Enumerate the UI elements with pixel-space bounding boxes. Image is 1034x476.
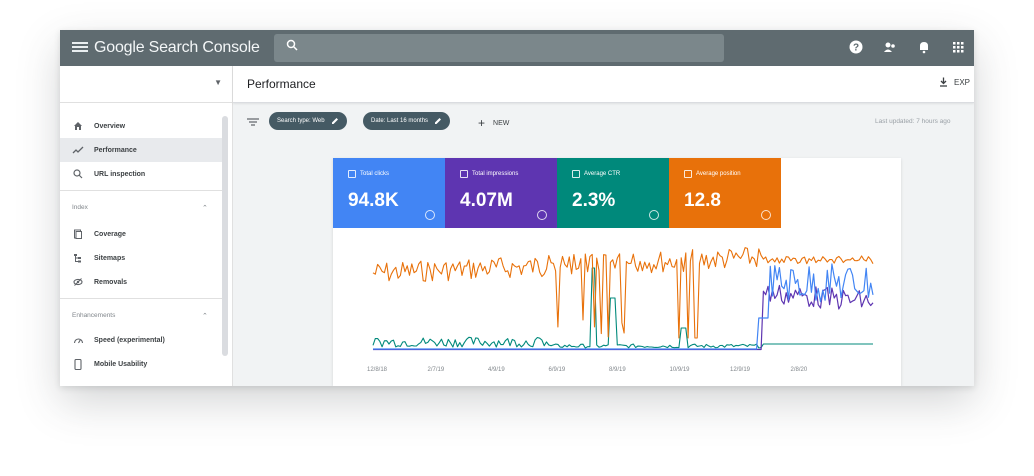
sidebar-item-coverage[interactable]: Coverage [60,222,222,246]
plus-icon: + [478,116,486,130]
section-header-index[interactable]: Index ⌃ [72,204,208,212]
removals-icon [72,276,84,288]
sitemaps-icon [72,252,84,264]
sidebar-item-overview[interactable]: Overview [60,114,222,138]
page-title: Performance [247,77,316,91]
x-axis-tick-label: 4/9/19 [488,367,505,373]
sidebar-scrollbar[interactable] [222,116,228,356]
export-button[interactable]: EXP [939,77,970,87]
svg-text:?: ? [853,43,859,54]
sidebar-item-label: Removals [94,278,128,286]
sidebar-item-label: Mobile Usability [94,360,148,368]
checkbox-icon [684,170,692,178]
checkbox-icon [348,170,356,178]
ctr-series-line [372,267,873,349]
app-window: Google Search Console ? ▼ Overview Perfo… [60,30,974,386]
users-icon[interactable] [882,39,898,55]
help-icon[interactable] [537,210,547,220]
new-label: NEW [493,119,510,127]
x-axis-tick-label: 2/7/19 [428,367,445,373]
sidebar-item-label: Coverage [94,230,126,238]
section-header-enhancements[interactable]: Enhancements ⌃ [72,312,208,320]
sidebar-item-label: Overview [94,122,126,130]
help-icon[interactable]: ? [848,39,864,55]
chevron-up-icon: ⌃ [202,313,208,320]
performance-chart-card: Total clicks 94.8K Total impressions 4.0… [333,158,901,386]
sidebar-item-sitemaps[interactable]: Sitemaps [60,246,222,270]
new-filter-button[interactable]: + NEW [478,116,509,130]
sidebar-item-label: URL inspection [94,170,146,178]
x-axis-tick-label: 12/8/18 [367,367,388,373]
sidebar-item-performance[interactable]: Performance [60,138,222,162]
sidebar-item-label: Speed (experimental) [94,336,165,344]
edit-icon [331,118,338,124]
search-icon [72,168,84,180]
apps-icon[interactable] [950,39,966,55]
property-selector[interactable]: ▼ [60,66,232,103]
chevron-up-icon: ⌃ [202,205,208,212]
checkbox-icon [460,170,468,178]
sidebar-item-label: Sitemaps [94,254,126,262]
mobile-icon [72,358,84,370]
menu-icon[interactable] [72,40,88,54]
top-bar: Google Search Console ? [60,30,974,66]
sidebar-item-label: Performance [94,146,137,154]
main-content: Performance EXP Search type: Web Date: L… [233,66,974,386]
x-axis-tick-label: 12/9/19 [730,367,751,373]
sidebar-item-removals[interactable]: Removals [60,270,222,294]
sidebar-item-url-inspection[interactable]: URL inspection [60,162,222,186]
filter-icon[interactable] [247,118,259,126]
chevron-down-icon: ▼ [214,78,222,87]
metric-average-position[interactable]: Average position 12.8 [669,158,781,228]
x-axis-tick-label: 8/9/19 [609,367,626,373]
search-type-chip[interactable]: Search type: Web [269,112,347,130]
chip-label: Search type: Web [277,118,325,124]
last-updated-text: Last updated: 7 hours ago [875,118,951,125]
app-title[interactable]: Google Search Console [94,39,260,56]
divider [60,298,222,299]
edit-icon [435,118,442,124]
clicks-series-line [373,263,874,350]
export-label: EXP [954,77,971,87]
divider [60,190,222,191]
help-icon[interactable] [761,210,771,220]
date-range-chip[interactable]: Date: Last 16 months [363,112,451,130]
metric-total-clicks[interactable]: Total clicks 94.8K [333,158,445,228]
coverage-icon [72,228,84,240]
sidebar-item-mobile-usability[interactable]: Mobile Usability [60,352,222,376]
home-icon [72,120,84,132]
position-series-line [372,247,874,339]
metric-total-impressions[interactable]: Total impressions 4.07M [445,158,557,228]
search-input[interactable] [274,34,724,62]
x-axis-tick-label: 6/9/19 [549,367,566,373]
bell-icon[interactable] [916,39,932,55]
trend-icon [72,144,84,156]
x-axis-tick-label: 10/9/19 [670,367,691,373]
speed-icon [72,334,84,346]
sidebar-item-speed[interactable]: Speed (experimental) [60,328,222,352]
filter-bar: Search type: Web Date: Last 16 months + … [233,103,974,139]
help-icon[interactable] [425,210,435,220]
checkbox-icon [572,170,580,178]
search-icon [286,39,298,51]
page-header: Performance EXP [233,66,974,103]
metric-average-ctr[interactable]: Average CTR 2.3% [557,158,669,228]
help-icon[interactable] [649,210,659,220]
performance-chart: 12/8/18 2/7/19 4/9/19 6/9/19 8/9/19 10/9/19 12… [367,247,874,373]
x-axis-tick-label: 2/8/20 [791,367,808,373]
download-icon [940,77,947,87]
sidebar: ▼ Overview Performance URL inspection In… [60,66,233,386]
chip-label: Date: Last 16 months [371,118,429,124]
